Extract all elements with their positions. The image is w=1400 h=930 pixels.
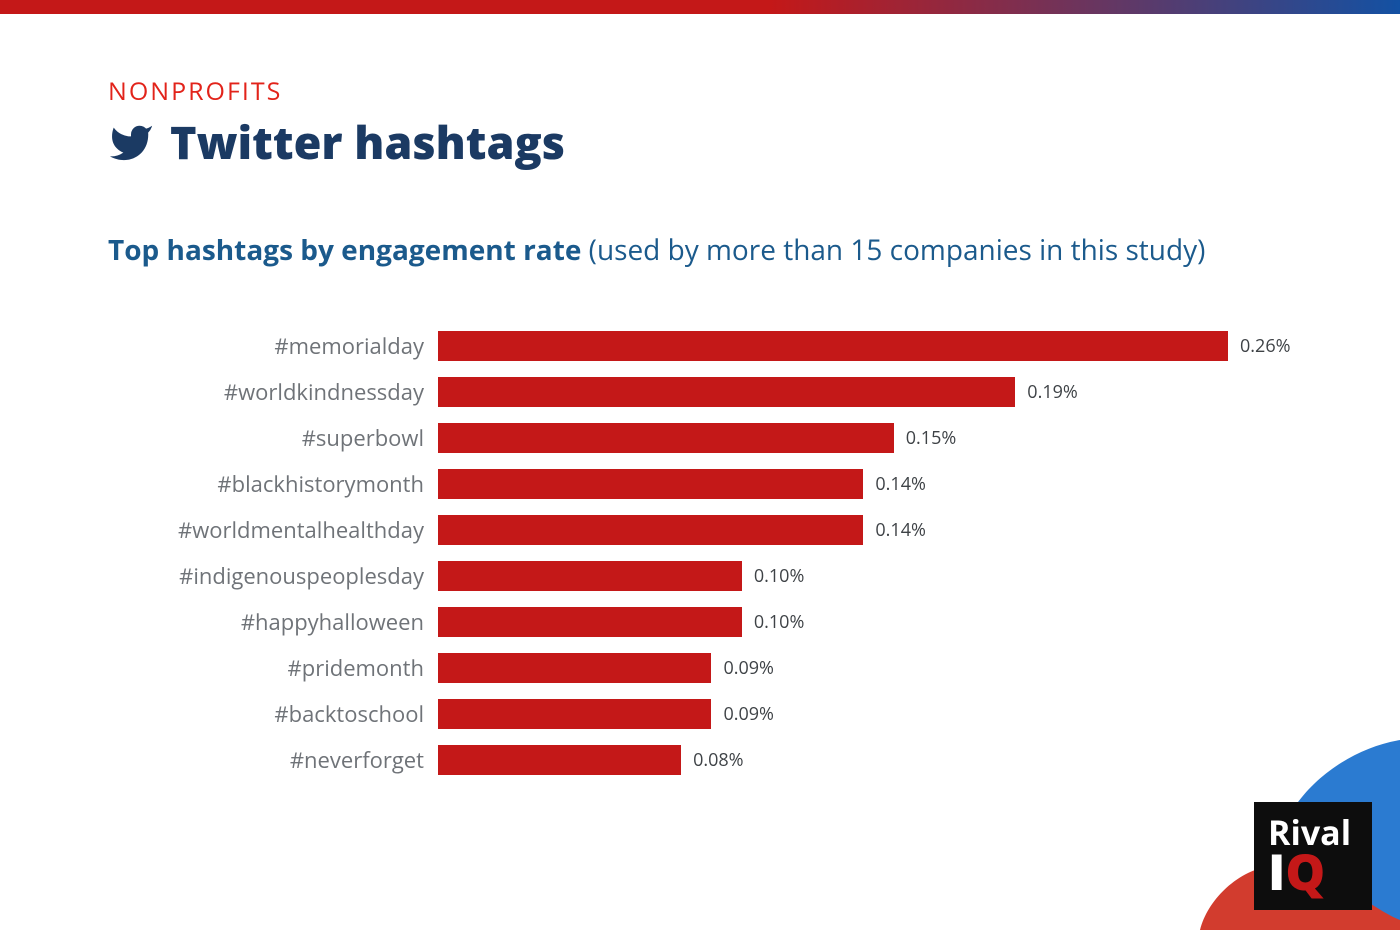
bar-track: 0.10% — [438, 607, 1292, 637]
bar-track: 0.10% — [438, 561, 1292, 591]
rivaliq-logo: Rival IQ — [1254, 802, 1372, 910]
chart-row: #indigenouspeoplesday 0.10% — [108, 553, 1292, 599]
bar — [438, 423, 894, 453]
twitter-icon — [108, 120, 154, 166]
bar — [438, 515, 863, 545]
bar — [438, 607, 742, 637]
bar-value: 0.09% — [723, 656, 773, 680]
bar-track: 0.19% — [438, 377, 1292, 407]
bar-value: 0.14% — [875, 472, 925, 496]
bar-value: 0.08% — [693, 748, 743, 772]
bar-label: #blackhistorymonth — [108, 469, 438, 499]
eyebrow: NONPROFITS — [108, 74, 1292, 108]
slide-content: NONPROFITS Twitter hashtags Top hashtags… — [0, 0, 1400, 930]
logo-line2: IQ — [1268, 848, 1372, 896]
chart-subhead: Top hashtags by engagement rate (used by… — [108, 231, 1292, 269]
bar — [438, 745, 681, 775]
hashtag-bar-chart: #memorialday0.26%#worldkindnessday0.19%#… — [108, 323, 1292, 783]
chart-row: #pridemonth 0.09% — [108, 645, 1292, 691]
bar-label: #backtoschool — [108, 699, 438, 729]
chart-row: #blackhistorymonth 0.14% — [108, 461, 1292, 507]
chart-row: #neverforget 0.08% — [108, 737, 1292, 783]
chart-row: #worldmentalhealthday 0.14% — [108, 507, 1292, 553]
title-row: Twitter hashtags — [108, 112, 1292, 173]
bar — [438, 469, 863, 499]
bar-value: 0.19% — [1027, 380, 1077, 404]
bar-track: 0.14% — [438, 515, 1292, 545]
bar — [438, 377, 1015, 407]
bar — [438, 699, 711, 729]
bar-value: 0.10% — [754, 564, 804, 588]
bar-label: #pridemonth — [108, 653, 438, 683]
subhead-light: (used by more than 15 companies in this … — [581, 231, 1205, 269]
bar-label: #happyhalloween — [108, 607, 438, 637]
subhead-bold: Top hashtags by engagement rate — [108, 231, 581, 269]
logo-i: I — [1268, 848, 1285, 896]
bar-track: 0.09% — [438, 653, 1292, 683]
chart-row: #memorialday 0.26% — [108, 323, 1292, 369]
bar-track: 0.15% — [438, 423, 1292, 453]
bar-value: 0.10% — [754, 610, 804, 634]
bar-value: 0.15% — [906, 426, 956, 450]
bar-label: #neverforget — [108, 745, 438, 775]
bar-track: 0.26% — [438, 331, 1292, 361]
bar-label: #superbowl — [108, 423, 438, 453]
page-title: Twitter hashtags — [170, 112, 565, 173]
bar — [438, 561, 742, 591]
bar-label: #indigenouspeoplesday — [108, 561, 438, 591]
chart-row: #happyhalloween 0.10% — [108, 599, 1292, 645]
chart-row: #worldkindnessday 0.19% — [108, 369, 1292, 415]
bar-track: 0.14% — [438, 469, 1292, 499]
bar-track: 0.08% — [438, 745, 1292, 775]
bar-value: 0.09% — [723, 702, 773, 726]
bar-track: 0.09% — [438, 699, 1292, 729]
chart-row: #superbowl 0.15% — [108, 415, 1292, 461]
bar-label: #worldmentalhealthday — [108, 515, 438, 545]
bar — [438, 331, 1228, 361]
chart-row: #backtoschool 0.09% — [108, 691, 1292, 737]
bar-value: 0.14% — [875, 518, 925, 542]
bar-label: #worldkindnessday — [108, 377, 438, 407]
bar-value: 0.26% — [1240, 334, 1290, 358]
bar-label: #memorialday — [108, 331, 438, 361]
bar — [438, 653, 711, 683]
logo-q: Q — [1285, 848, 1325, 896]
